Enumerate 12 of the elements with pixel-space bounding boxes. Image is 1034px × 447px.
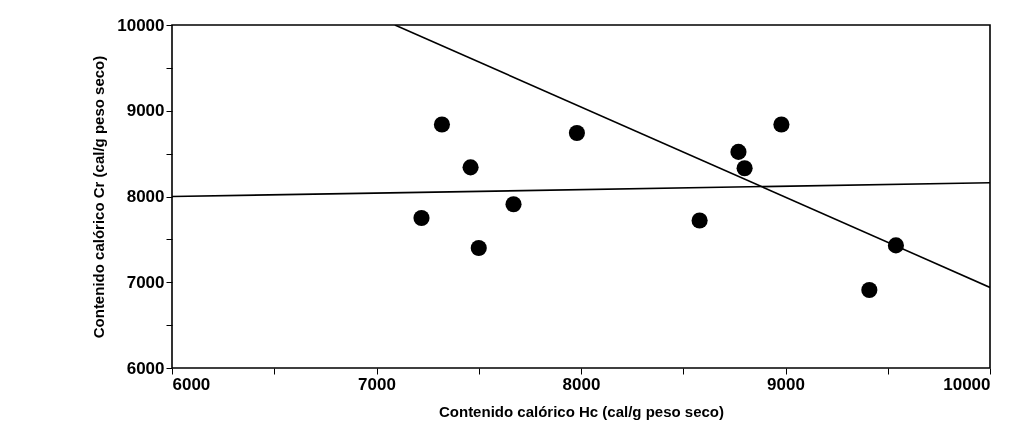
y-tick-label: 7000 (126, 272, 165, 292)
y-tick-label: 9000 (126, 101, 165, 121)
x-tick-label: 8000 (562, 374, 601, 394)
y-axis-title: Contenido calórico Cr (cal/g peso seco) (90, 55, 108, 339)
x-axis-title: Contenido calórico Hc (cal/g peso seco) (438, 402, 725, 420)
x-tick-label: 10000 (943, 374, 991, 394)
y-tick-label: 6000 (126, 358, 165, 378)
x-tick-label: 7000 (358, 374, 396, 394)
y-tick-label: 8000 (126, 187, 165, 206)
y-tick-label: 10000 (117, 15, 165, 35)
x-tick-label: 9000 (767, 374, 805, 394)
x-tick-label: 6000 (172, 374, 211, 394)
